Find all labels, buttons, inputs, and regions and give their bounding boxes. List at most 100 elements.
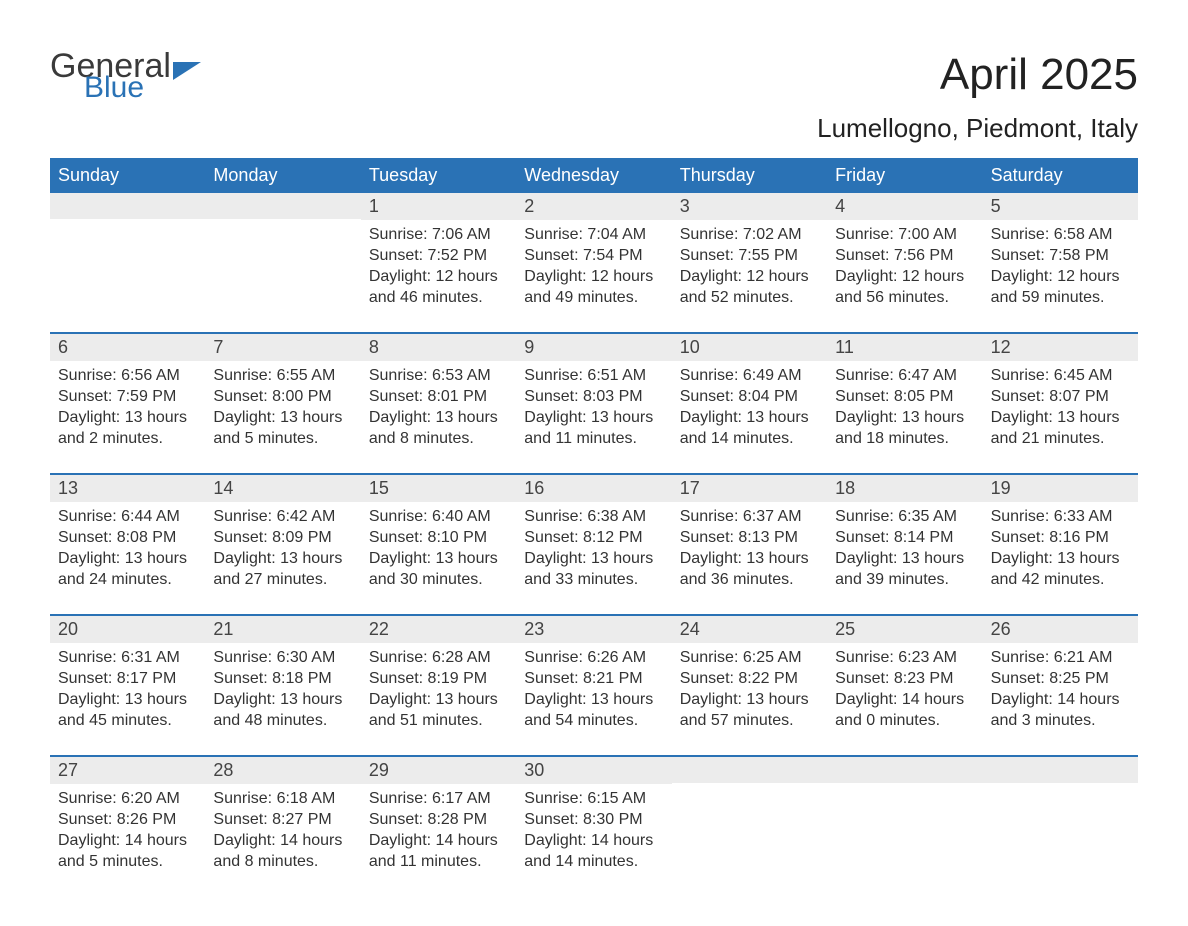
day-number: 19 [983, 475, 1138, 502]
day-sunrise-text: Sunrise: 6:31 AM [58, 647, 197, 668]
calendar-day-cell: 25Sunrise: 6:23 AMSunset: 8:23 PMDayligh… [827, 616, 982, 755]
calendar-day-cell: 28Sunrise: 6:18 AMSunset: 8:27 PMDayligh… [205, 757, 360, 896]
day-sunset-text: Sunset: 7:56 PM [835, 245, 974, 266]
day-sunrise-text: Sunrise: 6:45 AM [991, 365, 1130, 386]
day-daylight1-text: Daylight: 13 hours [680, 689, 819, 710]
calendar-day-cell: 10Sunrise: 6:49 AMSunset: 8:04 PMDayligh… [672, 334, 827, 473]
day-details: Sunrise: 6:30 AMSunset: 8:18 PMDaylight:… [205, 643, 360, 755]
day-number: 22 [361, 616, 516, 643]
calendar-day-cell: 9Sunrise: 6:51 AMSunset: 8:03 PMDaylight… [516, 334, 671, 473]
day-daylight2-text: and 49 minutes. [524, 287, 663, 308]
day-daylight2-text: and 27 minutes. [213, 569, 352, 590]
day-number: 21 [205, 616, 360, 643]
day-number: 29 [361, 757, 516, 784]
day-daylight1-text: Daylight: 13 hours [213, 689, 352, 710]
day-daylight1-text: Daylight: 14 hours [369, 830, 508, 851]
day-sunset-text: Sunset: 7:58 PM [991, 245, 1130, 266]
calendar-day-cell: 4Sunrise: 7:00 AMSunset: 7:56 PMDaylight… [827, 193, 982, 332]
day-daylight2-text: and 21 minutes. [991, 428, 1130, 449]
day-daylight2-text: and 51 minutes. [369, 710, 508, 731]
weekday-header: Saturday [983, 158, 1138, 193]
day-daylight1-text: Daylight: 13 hours [58, 548, 197, 569]
calendar-day-cell: 27Sunrise: 6:20 AMSunset: 8:26 PMDayligh… [50, 757, 205, 896]
day-details: Sunrise: 6:31 AMSunset: 8:17 PMDaylight:… [50, 643, 205, 755]
day-number [205, 193, 360, 219]
day-daylight1-text: Daylight: 13 hours [369, 689, 508, 710]
calendar-day-cell: 26Sunrise: 6:21 AMSunset: 8:25 PMDayligh… [983, 616, 1138, 755]
calendar-day-cell: 14Sunrise: 6:42 AMSunset: 8:09 PMDayligh… [205, 475, 360, 614]
weekday-header: Thursday [672, 158, 827, 193]
day-number: 30 [516, 757, 671, 784]
day-sunrise-text: Sunrise: 7:04 AM [524, 224, 663, 245]
day-daylight1-text: Daylight: 13 hours [835, 548, 974, 569]
day-number: 28 [205, 757, 360, 784]
day-details: Sunrise: 6:49 AMSunset: 8:04 PMDaylight:… [672, 361, 827, 473]
day-daylight1-text: Daylight: 14 hours [58, 830, 197, 851]
day-sunrise-text: Sunrise: 6:40 AM [369, 506, 508, 527]
day-details: Sunrise: 6:42 AMSunset: 8:09 PMDaylight:… [205, 502, 360, 614]
calendar-week-row: 27Sunrise: 6:20 AMSunset: 8:26 PMDayligh… [50, 755, 1138, 896]
day-details [205, 219, 360, 331]
day-sunset-text: Sunset: 8:19 PM [369, 668, 508, 689]
day-details: Sunrise: 6:56 AMSunset: 7:59 PMDaylight:… [50, 361, 205, 473]
day-sunrise-text: Sunrise: 6:38 AM [524, 506, 663, 527]
day-details: Sunrise: 6:53 AMSunset: 8:01 PMDaylight:… [361, 361, 516, 473]
day-details: Sunrise: 6:47 AMSunset: 8:05 PMDaylight:… [827, 361, 982, 473]
day-daylight2-text: and 39 minutes. [835, 569, 974, 590]
calendar-day-cell: 17Sunrise: 6:37 AMSunset: 8:13 PMDayligh… [672, 475, 827, 614]
day-number: 26 [983, 616, 1138, 643]
day-sunrise-text: Sunrise: 6:44 AM [58, 506, 197, 527]
day-sunrise-text: Sunrise: 7:02 AM [680, 224, 819, 245]
day-daylight1-text: Daylight: 13 hours [835, 407, 974, 428]
day-details: Sunrise: 6:55 AMSunset: 8:00 PMDaylight:… [205, 361, 360, 473]
calendar-day-cell: 15Sunrise: 6:40 AMSunset: 8:10 PMDayligh… [361, 475, 516, 614]
day-sunrise-text: Sunrise: 6:20 AM [58, 788, 197, 809]
calendar-day-cell [827, 757, 982, 896]
calendar-day-cell [983, 757, 1138, 896]
day-sunrise-text: Sunrise: 6:33 AM [991, 506, 1130, 527]
calendar-day-cell: 29Sunrise: 6:17 AMSunset: 8:28 PMDayligh… [361, 757, 516, 896]
day-sunset-text: Sunset: 8:03 PM [524, 386, 663, 407]
day-details: Sunrise: 6:58 AMSunset: 7:58 PMDaylight:… [983, 220, 1138, 332]
day-details: Sunrise: 6:25 AMSunset: 8:22 PMDaylight:… [672, 643, 827, 755]
day-details: Sunrise: 6:17 AMSunset: 8:28 PMDaylight:… [361, 784, 516, 896]
day-sunrise-text: Sunrise: 6:49 AM [680, 365, 819, 386]
weekday-header-row: Sunday Monday Tuesday Wednesday Thursday… [50, 158, 1138, 193]
day-daylight1-text: Daylight: 14 hours [213, 830, 352, 851]
day-number: 7 [205, 334, 360, 361]
day-daylight2-text: and 5 minutes. [58, 851, 197, 872]
day-sunrise-text: Sunrise: 6:47 AM [835, 365, 974, 386]
day-sunset-text: Sunset: 7:59 PM [58, 386, 197, 407]
calendar-day-cell: 19Sunrise: 6:33 AMSunset: 8:16 PMDayligh… [983, 475, 1138, 614]
day-number: 12 [983, 334, 1138, 361]
day-number [827, 757, 982, 783]
day-daylight2-text: and 3 minutes. [991, 710, 1130, 731]
day-daylight1-text: Daylight: 13 hours [991, 548, 1130, 569]
day-daylight2-text: and 8 minutes. [369, 428, 508, 449]
day-sunset-text: Sunset: 8:25 PM [991, 668, 1130, 689]
day-sunrise-text: Sunrise: 6:58 AM [991, 224, 1130, 245]
day-daylight2-text: and 45 minutes. [58, 710, 197, 731]
day-sunrise-text: Sunrise: 6:21 AM [991, 647, 1130, 668]
month-title: April 2025 [940, 50, 1138, 100]
day-number: 27 [50, 757, 205, 784]
calendar-day-cell: 8Sunrise: 6:53 AMSunset: 8:01 PMDaylight… [361, 334, 516, 473]
day-daylight2-text: and 56 minutes. [835, 287, 974, 308]
day-daylight1-text: Daylight: 13 hours [680, 407, 819, 428]
day-sunrise-text: Sunrise: 7:06 AM [369, 224, 508, 245]
day-daylight2-text: and 59 minutes. [991, 287, 1130, 308]
calendar-day-cell: 5Sunrise: 6:58 AMSunset: 7:58 PMDaylight… [983, 193, 1138, 332]
day-sunrise-text: Sunrise: 6:18 AM [213, 788, 352, 809]
day-details: Sunrise: 6:51 AMSunset: 8:03 PMDaylight:… [516, 361, 671, 473]
day-sunset-text: Sunset: 8:21 PM [524, 668, 663, 689]
day-details [672, 783, 827, 895]
day-daylight1-text: Daylight: 13 hours [369, 407, 508, 428]
day-sunset-text: Sunset: 8:00 PM [213, 386, 352, 407]
day-sunset-text: Sunset: 8:01 PM [369, 386, 508, 407]
day-daylight2-text: and 5 minutes. [213, 428, 352, 449]
day-details: Sunrise: 6:37 AMSunset: 8:13 PMDaylight:… [672, 502, 827, 614]
weekday-header: Friday [827, 158, 982, 193]
day-daylight2-text: and 57 minutes. [680, 710, 819, 731]
calendar-day-cell: 24Sunrise: 6:25 AMSunset: 8:22 PMDayligh… [672, 616, 827, 755]
day-daylight1-text: Daylight: 13 hours [680, 548, 819, 569]
